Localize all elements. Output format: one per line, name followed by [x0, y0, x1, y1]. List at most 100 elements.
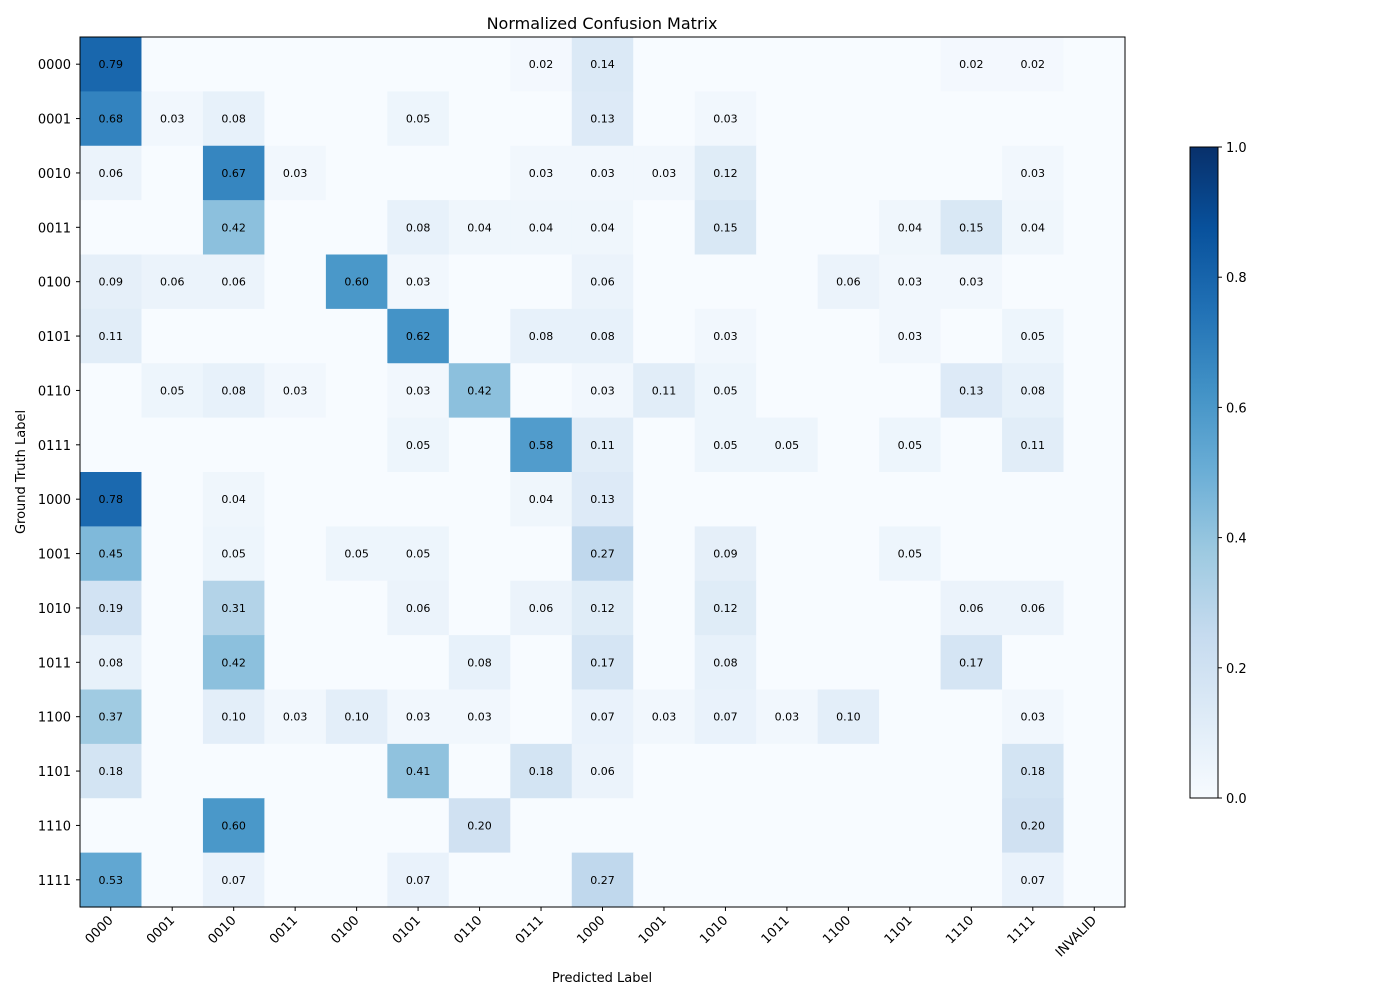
- cell-value-label: 0.19: [98, 602, 123, 615]
- heatmap-cell: [879, 635, 942, 691]
- heatmap-cell: [817, 852, 880, 908]
- heatmap-cell: [879, 689, 942, 745]
- cell-value-label: 0.08: [1021, 384, 1046, 397]
- heatmap-cell: [817, 635, 880, 691]
- y-tick-label: 0111: [38, 439, 71, 454]
- heatmap-cell: [448, 363, 511, 419]
- heatmap-cell: [694, 91, 757, 147]
- cell-value-label: 0.05: [160, 384, 185, 397]
- heatmap-cell: [141, 689, 204, 745]
- y-tick-label: 1110: [38, 819, 71, 834]
- y-tick-label: 0001: [38, 113, 71, 128]
- x-tick-label: 0011: [267, 913, 301, 947]
- heatmap-cell: [571, 743, 634, 799]
- heatmap-cell: [448, 472, 511, 527]
- heatmap-cell: [387, 798, 450, 854]
- heatmap-cell: [141, 798, 204, 854]
- heatmap-cell: [448, 689, 511, 745]
- cell-value-label: 0.04: [1021, 221, 1046, 234]
- heatmap-cell: [817, 743, 880, 799]
- cell-value-label: 0.03: [1021, 711, 1046, 724]
- heatmap-cell: [940, 37, 1003, 92]
- x-tick-label: 0001: [144, 913, 178, 947]
- cell-value-label: 0.03: [283, 711, 308, 724]
- heatmap-cell: [202, 91, 266, 147]
- heatmap-cell: [387, 743, 450, 799]
- heatmap-cell: [387, 91, 450, 147]
- cell-value-label: 0.08: [529, 330, 554, 343]
- cell-value-label: 0.18: [1021, 765, 1046, 778]
- heatmap-cell: [387, 635, 450, 691]
- heatmap-cell: [756, 417, 819, 473]
- x-tick-label: 0010: [205, 913, 239, 947]
- heatmap-cell: [694, 254, 757, 310]
- cell-value-label: 0.79: [98, 58, 123, 71]
- heatmap-cell: [756, 363, 819, 419]
- cell-value-label: 0.20: [467, 819, 492, 832]
- heatmap-cell: [510, 526, 573, 582]
- heatmap-cell: [1002, 635, 1065, 691]
- cell-value-label: 0.13: [590, 113, 615, 126]
- heatmap-cell: [141, 417, 204, 473]
- heatmap-cell: [141, 852, 204, 908]
- cell-value-label: 0.03: [652, 167, 677, 180]
- cell-value-label: 0.17: [590, 656, 615, 669]
- heatmap-cell: [264, 200, 327, 256]
- colorbar-axis: 0.0 0.2 0.4 0.6 0.8 1.0: [1218, 141, 1247, 807]
- cell-value-label: 0.03: [590, 167, 615, 180]
- heatmap-cell: [80, 743, 143, 799]
- y-tick-label: 0110: [38, 384, 71, 399]
- cell-value-label: 0.58: [529, 439, 554, 452]
- cell-value-label: 0.42: [221, 221, 246, 234]
- heatmap-cell: [1063, 798, 1126, 854]
- heatmap-cell: [80, 472, 143, 527]
- x-tick-label: 0110: [451, 913, 485, 947]
- cell-value-label: 0.04: [529, 221, 554, 234]
- colorbar-tick-label: 0.8: [1226, 271, 1247, 286]
- y-tick-label: 1101: [38, 765, 71, 780]
- cell-value-label: 0.27: [590, 874, 615, 887]
- heatmap-cell: [1002, 689, 1065, 745]
- cell-value-label: 0.07: [221, 874, 246, 887]
- heatmap-cell: [448, 308, 511, 364]
- cell-value-label: 0.06: [836, 276, 861, 289]
- heatmap-cell: [879, 417, 942, 473]
- cell-value-label: 0.60: [344, 276, 369, 289]
- cell-value-label: 0.15: [713, 221, 738, 234]
- heatmap-cell: [879, 37, 942, 92]
- heatmap-cell: [633, 526, 696, 582]
- cell-value-label: 0.04: [590, 221, 615, 234]
- heatmap-cell: [633, 798, 696, 854]
- heatmap-cell: [202, 308, 266, 364]
- heatmap-cell: [448, 417, 511, 473]
- heatmap-cell: [325, 417, 388, 473]
- heatmap-cell: [571, 472, 634, 527]
- heatmap-cell: [633, 200, 696, 256]
- heatmap-cells: 0.79 0.02 0.14 0.02 0.02 0.68 0.03 0.08 0.05 0.13…: [80, 37, 1126, 908]
- heatmap-cell: [879, 145, 942, 201]
- heatmap-cell: [387, 852, 450, 908]
- heatmap-cell: [756, 91, 819, 147]
- heatmap-cell: [387, 37, 450, 92]
- heatmap-cell: [694, 363, 757, 419]
- heatmap-cell: [1002, 743, 1065, 799]
- heatmap-cell: [571, 145, 634, 201]
- heatmap-cell: [80, 37, 143, 92]
- cell-value-label: 0.20: [1021, 819, 1046, 832]
- heatmap-cell: [817, 91, 880, 147]
- cell-value-label: 0.05: [898, 439, 923, 452]
- cell-value-label: 0.31: [221, 602, 246, 615]
- cell-value-label: 0.03: [713, 330, 738, 343]
- heatmap-cell: [80, 254, 143, 310]
- y-tick-label: 1100: [38, 711, 71, 726]
- heatmap-cell: [448, 798, 511, 854]
- heatmap-cell: [264, 417, 327, 473]
- cell-value-label: 0.03: [713, 113, 738, 126]
- heatmap-cell: [510, 363, 573, 419]
- heatmap-cell: [756, 580, 819, 636]
- heatmap-cell: [1063, 91, 1126, 147]
- heatmap-cell: [80, 689, 143, 745]
- heatmap-cell: [1063, 743, 1126, 799]
- cell-value-label: 0.08: [406, 221, 431, 234]
- cell-value-label: 0.07: [1021, 874, 1046, 887]
